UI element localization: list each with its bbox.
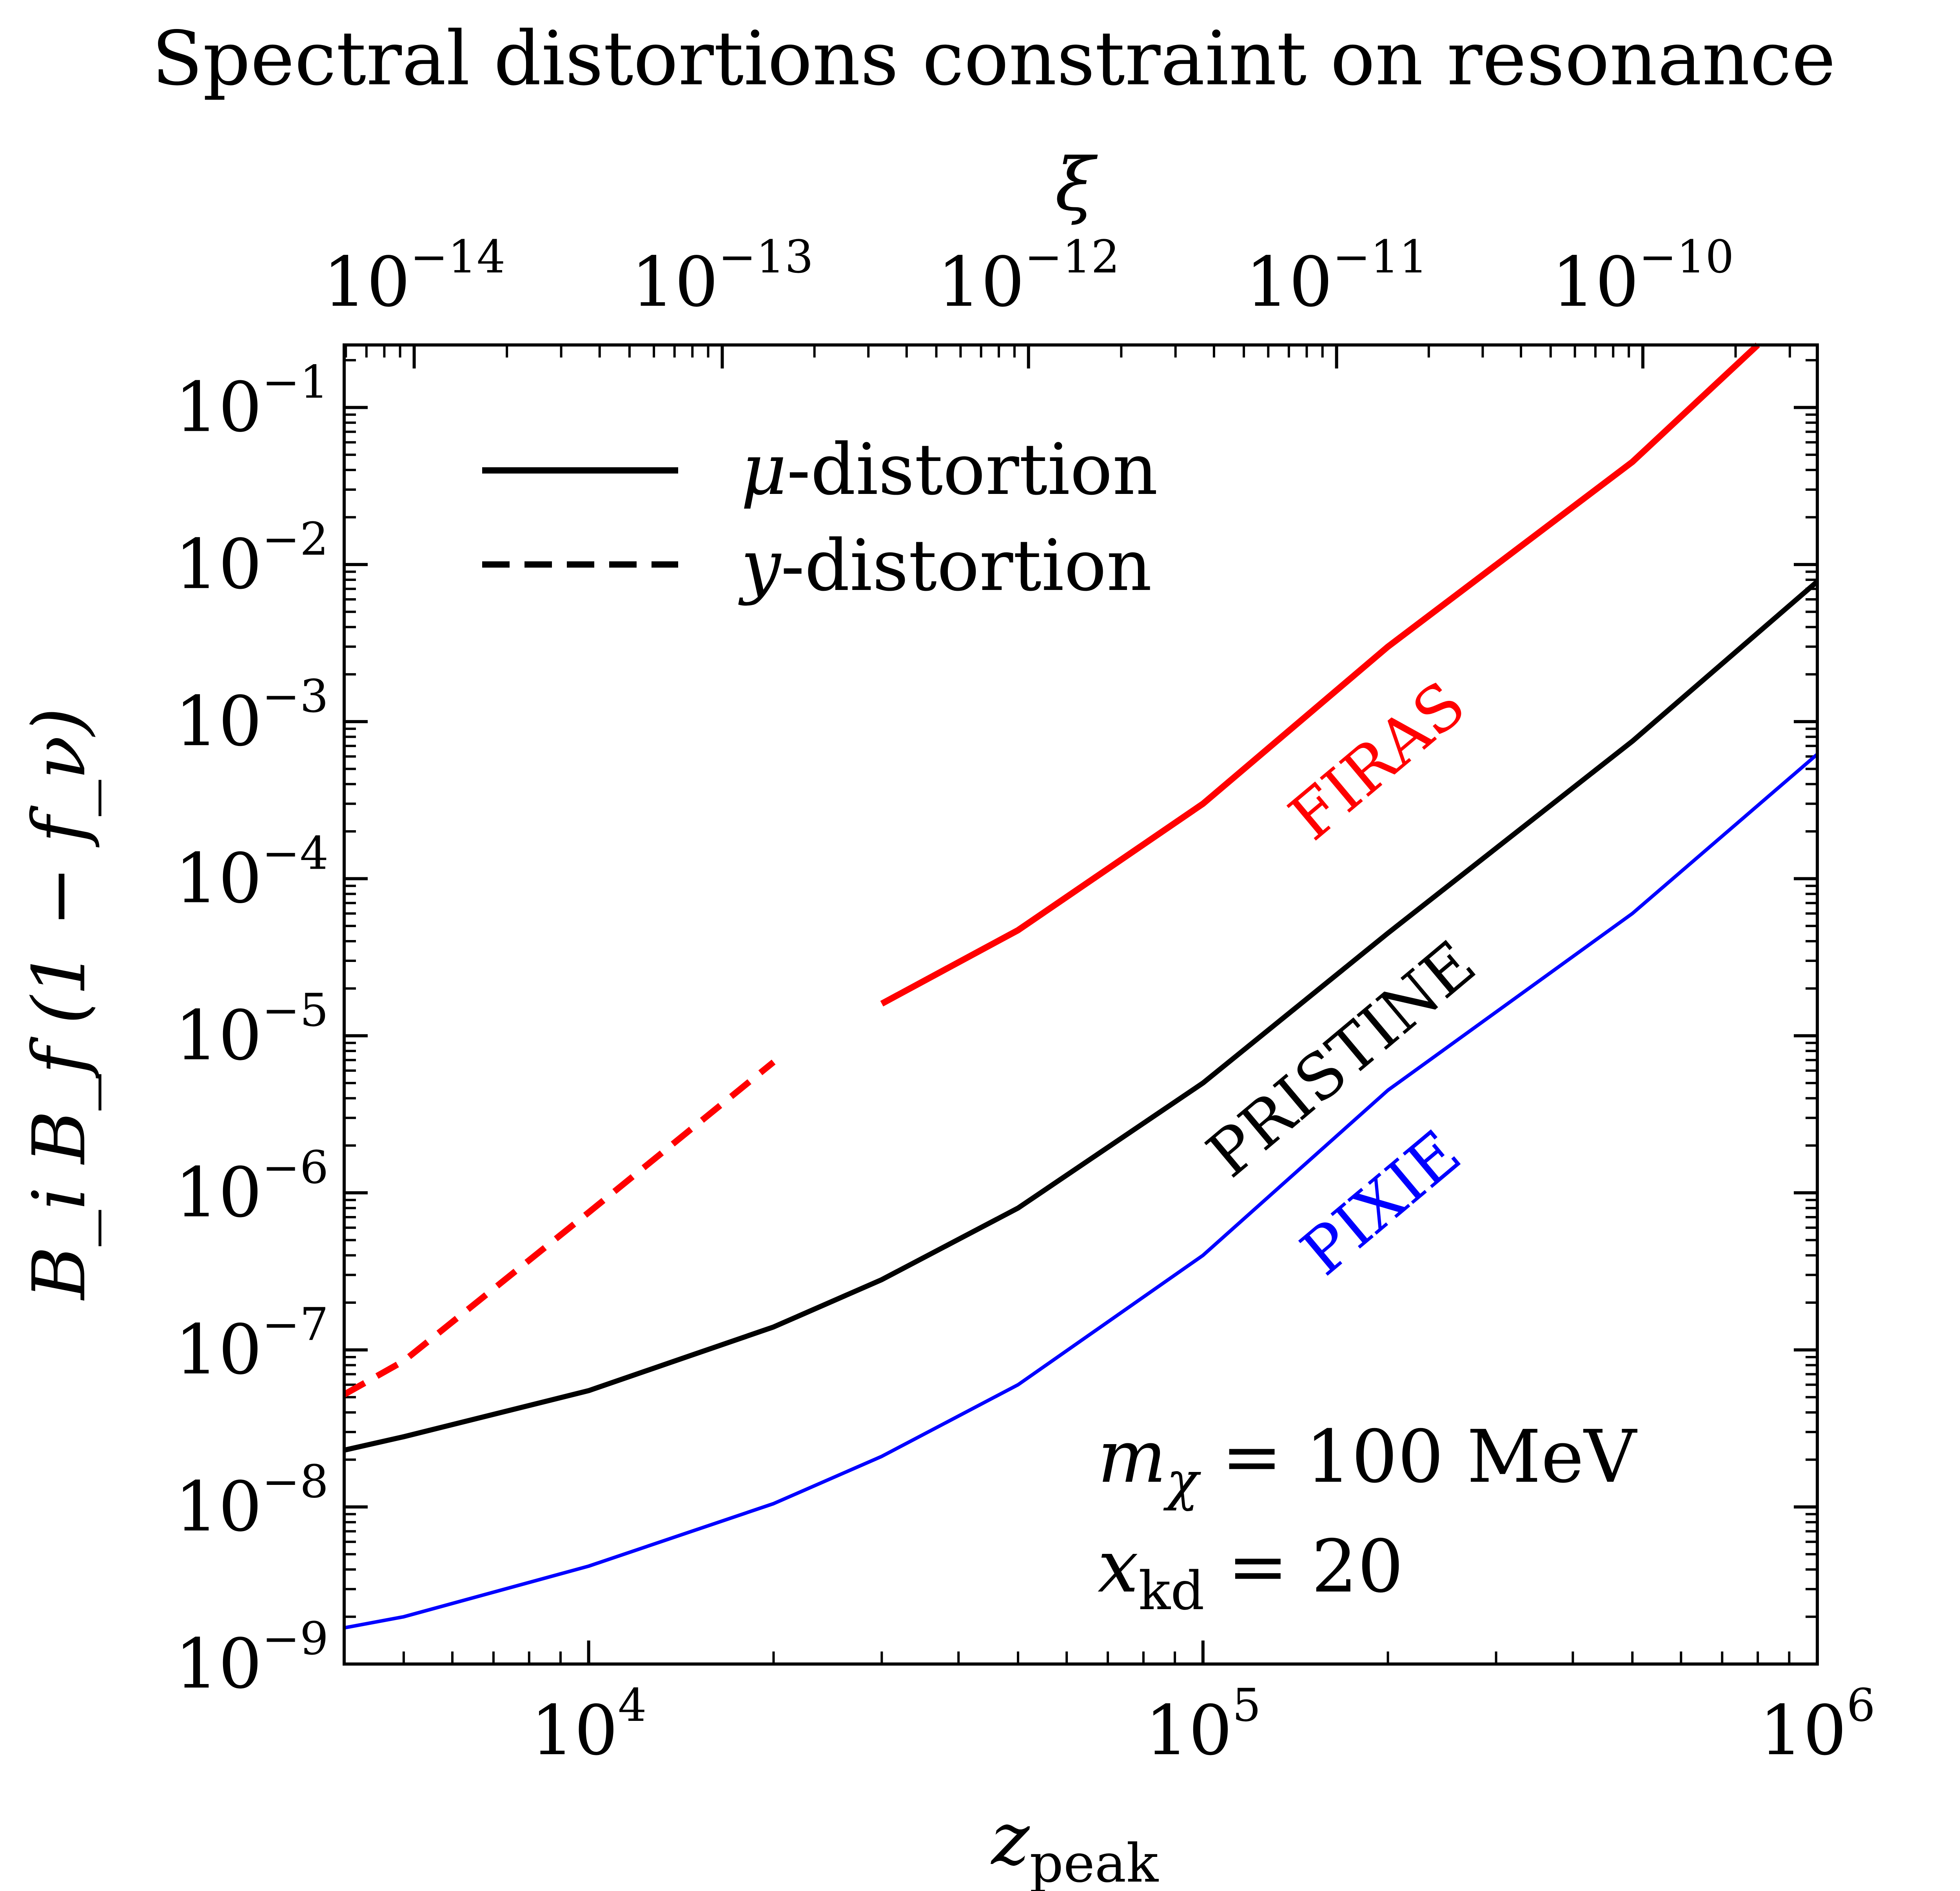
plot-frame <box>343 343 1819 1666</box>
xkd-symbol: x <box>1098 1524 1138 1609</box>
legend-mu-symbol: μ <box>741 429 787 511</box>
series-firas-mu <box>880 343 1760 1007</box>
top-x-axis: 10−14 10−13 10−12 10−11 10−10 <box>323 231 1791 368</box>
xkd-annotation: xkd = 20 <box>1098 1524 1404 1622</box>
series-firas-y <box>343 1060 776 1397</box>
top-tick-label: 10−14 <box>323 231 505 322</box>
y-tick-label: 10−8 <box>175 1455 328 1547</box>
mass-annotation: mχ = 100 MeV <box>1098 1414 1638 1512</box>
y-axis-label: B_i B_f (1 − f_ν) <box>17 708 102 1301</box>
top-tick-label: 10−11 <box>1245 231 1428 322</box>
y-tick-label: 10−6 <box>175 1141 328 1233</box>
xkd-subscript: kd <box>1138 1560 1204 1622</box>
chart-title: Spectral distortions constraint on reson… <box>152 15 1836 102</box>
mass-subscript: χ <box>1163 1450 1201 1512</box>
y-minor-ticks <box>344 359 1817 1618</box>
x-axis-label-sub: peak <box>1029 1833 1159 1891</box>
y-tick-label: 10−1 <box>175 356 328 447</box>
y-tick-label: 10−9 <box>175 1613 328 1704</box>
xkd-value: = 20 <box>1205 1524 1404 1609</box>
legend-entry-y: y-distortion <box>738 525 1152 607</box>
top-tick-label: 10−13 <box>631 231 813 322</box>
x-tick-label: 104 <box>531 1679 647 1771</box>
series-pristine-mu <box>343 579 1819 1453</box>
mass-symbol: m <box>1098 1414 1166 1499</box>
top-tick-label: 10−12 <box>937 231 1120 322</box>
legend-entry-mu: μ-distortion <box>741 429 1158 511</box>
x-tick-label: 106 <box>1759 1679 1875 1771</box>
series-label-pixie: PIXIE <box>1287 1116 1474 1289</box>
series-label-firas: FIRAS <box>1276 667 1479 854</box>
top-tick-label: 10−10 <box>1552 231 1734 322</box>
y-tick-label: 10−4 <box>175 828 328 919</box>
x-axis: 104 105 106 <box>531 1641 1875 1771</box>
x-axis-label-base: z <box>991 1797 1030 1881</box>
legend-mu-text: -distortion <box>787 429 1158 511</box>
legend-y-text: -distortion <box>781 525 1152 607</box>
y-tick-label: 10−3 <box>175 670 328 762</box>
x-tick-label: 105 <box>1145 1679 1261 1771</box>
legend: μ-distortion y-distortion <box>482 429 1158 607</box>
mass-value: = 100 MeV <box>1198 1414 1637 1499</box>
x-axis-label: zpeak <box>991 1797 1159 1891</box>
y-axis: 10−1 10−2 10−3 10−4 10−5 10−6 10−7 10−8 10−9 <box>175 356 1817 1704</box>
plot-series <box>343 343 1819 1630</box>
series-pixie-mu <box>344 753 1818 1630</box>
legend-y-symbol: y <box>738 525 782 607</box>
top-x-axis-label: ξ <box>1055 142 1098 227</box>
y-tick-label: 10−5 <box>175 984 328 1076</box>
y-tick-label: 10−7 <box>175 1299 328 1390</box>
y-tick-label: 10−2 <box>175 513 328 604</box>
x-minor-ticks <box>402 1651 1791 1664</box>
